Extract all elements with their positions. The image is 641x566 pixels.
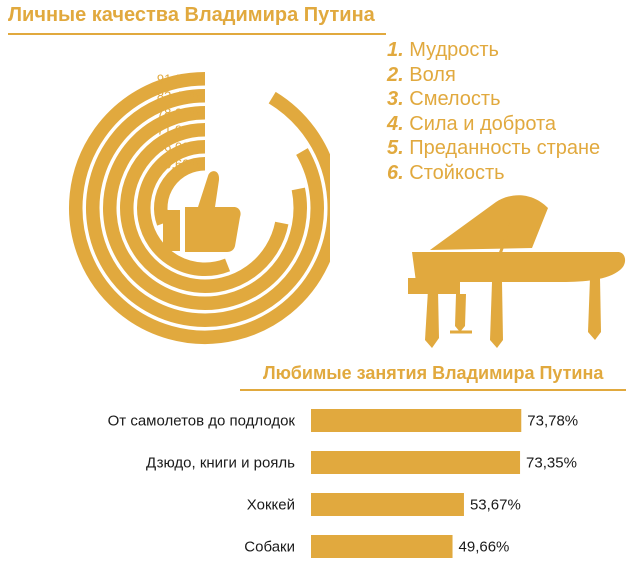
radial-bar-arc <box>86 89 324 327</box>
legend-label: Преданность стране <box>409 137 601 159</box>
legend-rank: 2. <box>387 63 404 86</box>
bar-value-label: 73,78% <box>527 413 578 430</box>
legend-item: 1. Мудрость <box>387 38 600 63</box>
bar-category-label: Дзюдо, книги и рояль <box>146 455 295 472</box>
bar-category-label: Собаки <box>244 539 295 556</box>
bar-value-label: 49,66% <box>459 539 510 556</box>
bar-category-label: Хоккей <box>247 497 295 514</box>
legend-label: Мудрость <box>409 39 499 61</box>
bar-category-label: От самолетов до подлодок <box>108 413 296 430</box>
grand-piano-icon <box>408 195 626 348</box>
bar-value-label: 53,67% <box>470 497 521 514</box>
radial-value-label: 30,62% <box>157 156 202 171</box>
title-underline <box>240 389 626 391</box>
legend-rank: 4. <box>387 112 404 135</box>
radial-bar-arc <box>69 72 330 344</box>
legend-label: Воля <box>409 63 456 86</box>
title-underline <box>8 33 386 35</box>
radial-bar-arc <box>137 140 231 276</box>
legend-item: 4. Сила и доброта <box>387 112 600 137</box>
bar-value-label: 73,35% <box>526 455 577 472</box>
bar-chart-title: Любимые занятия Владимира Путина <box>263 363 604 383</box>
bar <box>311 535 453 558</box>
legend-label: Стойкость <box>409 161 505 184</box>
legend-label: Смелость <box>409 88 501 110</box>
legend-rank: 6. <box>387 161 404 184</box>
radial-value-label: 78,21% <box>157 105 202 120</box>
legend-item: 2. Воля <box>387 63 600 88</box>
radial-bar-arc <box>154 157 206 226</box>
bar <box>311 493 464 516</box>
legend-rank: 3. <box>387 88 404 110</box>
radial-bar-arc <box>120 123 289 293</box>
legend-item: 6. Стойкость <box>387 161 600 186</box>
radial-bar-chart: 91,30% 83,40% 78,21% 71,92% 56,00% 30,62% <box>69 71 330 344</box>
radial-value-label: 56,00% <box>157 139 202 154</box>
thumbs-up-icon <box>163 171 241 252</box>
bar <box>311 451 521 474</box>
radial-bar-arc <box>103 106 307 310</box>
qualities-legend: 1. Мудрость 2. Воля 3. Смелость 4. Сила … <box>387 38 600 185</box>
legend-rank: 5. <box>387 137 404 159</box>
radial-value-label: 71,92% <box>157 122 202 137</box>
bar <box>311 409 522 432</box>
legend-rank: 1. <box>387 39 404 61</box>
legend-item: 5. Преданность стране <box>387 136 600 161</box>
radial-value-label: 91,30% <box>157 71 202 86</box>
radial-chart-title: Личные качества Владимира Путина <box>8 4 375 26</box>
radial-value-label: 83,40% <box>157 88 202 103</box>
legend-item: 3. Смелость <box>387 87 600 112</box>
legend-label: Сила и доброта <box>409 112 557 135</box>
